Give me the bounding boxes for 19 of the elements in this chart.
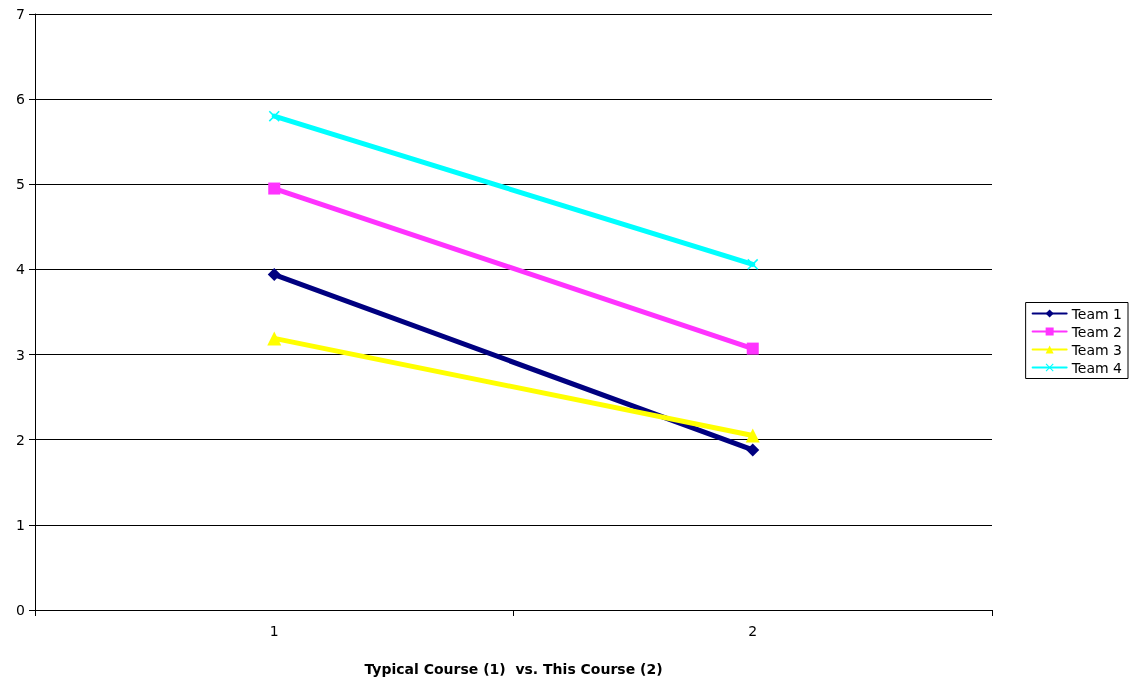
y-tick-label: 1 [16, 516, 25, 533]
y-tick-label: 5 [16, 176, 25, 193]
y-tick-label: 0 [16, 602, 25, 618]
legend-label: Team 3 [1070, 341, 1123, 358]
y-tick-label: 4 [16, 261, 26, 278]
y-tick-label: 2 [16, 431, 25, 448]
legend-label: Team 1 [1070, 305, 1123, 322]
point [746, 342, 759, 355]
point [746, 443, 760, 457]
point [267, 268, 281, 282]
point [747, 258, 759, 270]
point [268, 182, 281, 195]
y-tick-label: 6 [16, 91, 26, 108]
point [268, 110, 280, 122]
y-tick-label: 7 [16, 6, 25, 22]
legend-label: Team 2 [1070, 323, 1123, 340]
x-axis-title: Typical Course (1) vs. This Course (2) [364, 661, 663, 677]
y-tick-label: 3 [16, 346, 25, 363]
legend-label: Team 4 [1070, 359, 1123, 376]
